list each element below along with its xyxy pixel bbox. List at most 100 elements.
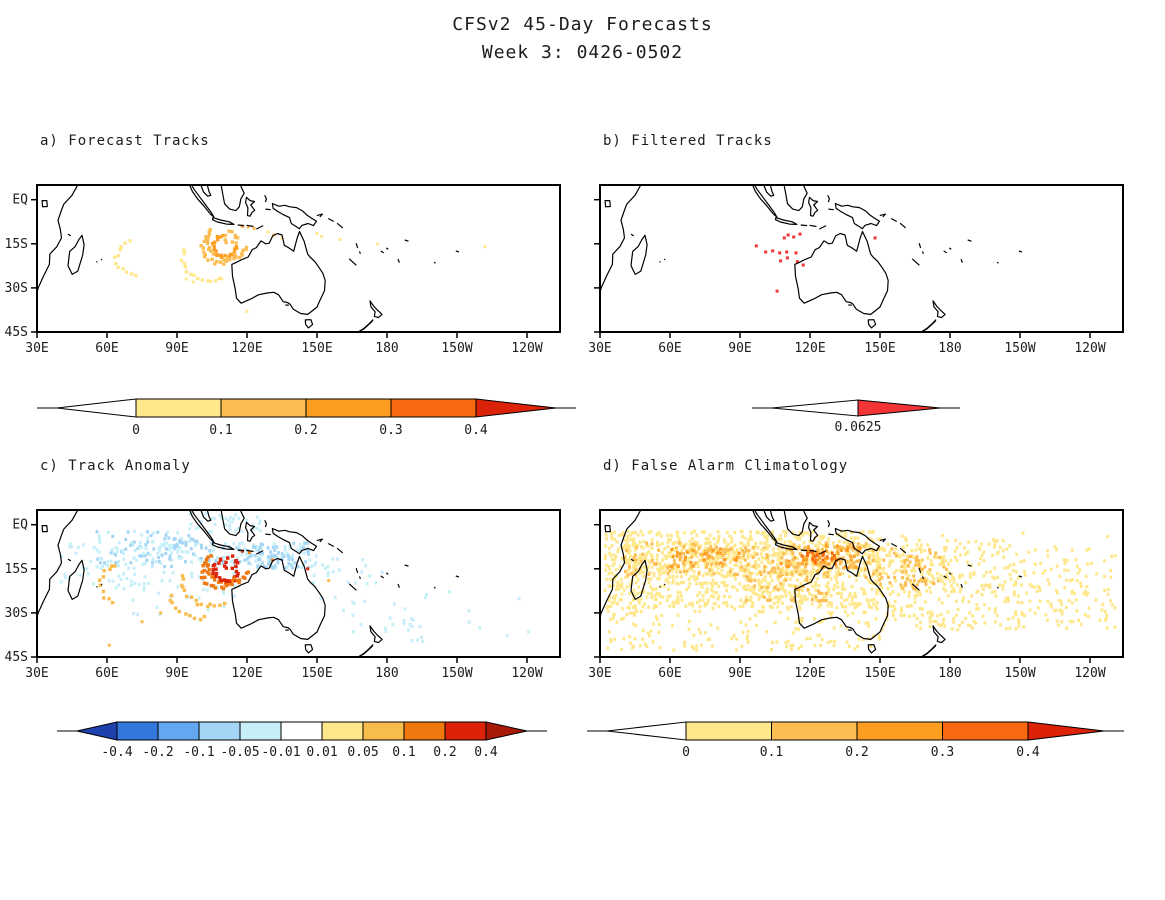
grid-cell	[823, 570, 827, 574]
grid-cell	[639, 553, 642, 557]
coastline	[67, 558, 72, 562]
grid-cell	[1065, 626, 1069, 630]
grid-cell	[832, 587, 836, 591]
colorbar-segment	[362, 721, 405, 741]
grid-cell	[1068, 579, 1072, 583]
colorbar-label: 0.4	[474, 745, 498, 760]
grid-cell	[968, 572, 972, 576]
grid-cell	[779, 534, 782, 538]
grid-cell	[162, 570, 166, 575]
grid-cell	[1049, 567, 1053, 572]
coastline	[264, 195, 267, 203]
grid-cell	[994, 607, 997, 611]
track-cell	[113, 255, 117, 259]
track-cell	[183, 265, 188, 269]
grid-cell	[952, 577, 956, 581]
grid-cell	[910, 548, 914, 553]
grid-cell	[179, 541, 183, 545]
grid-cell	[863, 565, 867, 569]
grid-cell	[946, 539, 949, 543]
grid-cell	[876, 574, 880, 578]
grid-cell	[878, 637, 881, 641]
grid-cell	[611, 563, 615, 568]
grid-cell	[639, 529, 643, 534]
panel-c-label: c) Track Anomaly	[40, 458, 191, 474]
grid-cell	[283, 548, 287, 552]
grid-cell	[642, 565, 646, 569]
grid-cell	[818, 556, 822, 560]
grid-cell	[607, 572, 611, 576]
grid-cell	[814, 569, 818, 573]
grid-cell	[782, 530, 786, 534]
grid-cell	[616, 584, 619, 588]
track-cell	[232, 256, 236, 261]
grid-cell	[901, 570, 904, 574]
grid-cell	[765, 553, 769, 557]
grid-cell	[864, 575, 868, 579]
track-cell	[199, 576, 204, 580]
grid-cell	[820, 563, 824, 567]
grid-cell	[141, 562, 145, 566]
grid-cell	[839, 624, 843, 628]
grid-cell	[833, 574, 837, 578]
grid-cell	[717, 604, 721, 609]
x-tick-label: 120W	[511, 341, 542, 356]
grid-cell	[707, 560, 711, 564]
grid-cell	[769, 574, 773, 579]
grid-cell	[229, 559, 233, 563]
grid-cell	[1038, 599, 1042, 603]
grid-cell	[725, 548, 729, 552]
grid-cell	[95, 565, 99, 569]
coastline	[245, 521, 256, 542]
grid-cell	[865, 566, 869, 571]
grid-cell	[740, 530, 744, 534]
grid-cell	[698, 581, 702, 586]
grid-cell	[874, 559, 878, 564]
grid-cell	[150, 561, 154, 565]
grid-cell	[665, 577, 669, 581]
grid-cell	[888, 553, 892, 558]
grid-cell	[658, 601, 662, 605]
grid-cell	[614, 587, 618, 591]
track-cell	[214, 571, 219, 576]
grid-cell	[705, 581, 709, 585]
grid-cell	[702, 549, 705, 553]
grid-cell	[696, 543, 700, 547]
grid-cell	[746, 554, 749, 558]
grid-cell	[717, 584, 721, 589]
grid-cell	[624, 575, 628, 579]
grid-cell	[928, 568, 932, 572]
grid-cell	[266, 546, 270, 550]
grid-cell	[133, 581, 137, 585]
grid-cell	[293, 561, 297, 565]
grid-cell	[762, 585, 766, 589]
grid-cell	[898, 555, 902, 559]
grid-cell	[946, 610, 950, 614]
grid-cell	[331, 570, 335, 574]
track-cell	[212, 604, 216, 608]
grid-cell	[820, 619, 824, 624]
grid-cell	[237, 544, 241, 549]
grid-cell	[803, 548, 807, 552]
grid-cell	[816, 534, 820, 538]
coastline	[211, 217, 235, 225]
coastline	[867, 319, 877, 329]
grid-cell	[751, 545, 755, 550]
grid-cell	[724, 563, 728, 568]
grid-cell	[704, 541, 707, 545]
grid-cell	[1110, 603, 1114, 607]
grid-cell	[298, 542, 302, 547]
grid-cell	[881, 594, 885, 598]
grid-cell	[919, 621, 922, 625]
x-tick-label: 60E	[95, 666, 118, 681]
grid-cell	[684, 542, 688, 547]
coastline	[433, 586, 436, 589]
track-dot	[245, 309, 249, 313]
grid-cell	[689, 561, 693, 565]
grid-cell	[696, 561, 700, 565]
grid-cell	[904, 572, 908, 576]
grid-cell	[701, 582, 704, 586]
grid-cell	[617, 533, 621, 537]
grid-cell	[893, 575, 897, 580]
grid-cell	[647, 581, 651, 585]
